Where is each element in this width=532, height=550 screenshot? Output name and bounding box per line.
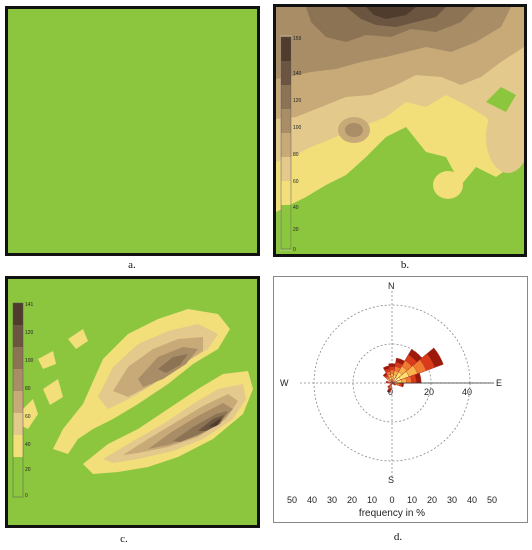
legend-b-tick-140: 140 <box>293 71 302 77</box>
rose-xtick-2: 30 <box>327 495 337 505</box>
panel-c-label: c. <box>120 533 128 545</box>
panel-b-map: 159 140 120 100 80 60 40 20 0 <box>273 4 527 257</box>
panel-a-label: a. <box>128 259 136 271</box>
legend-c-max: 141 <box>25 302 34 308</box>
rose-xtick-4: 10 <box>367 495 377 505</box>
rose-xtick-6: 10 <box>407 495 417 505</box>
legend-b-tick-20: 20 <box>293 227 299 233</box>
radial-tick-0: 0 <box>388 387 393 397</box>
legend-c-tick-100: 100 <box>25 358 34 364</box>
legend-b-max: 159 <box>293 36 302 42</box>
rose-xtick-9: 40 <box>467 495 477 505</box>
rose-xtick-10: 50 <box>487 495 497 505</box>
legend-b-tick-100: 100 <box>293 125 302 131</box>
rose-xtick-7: 20 <box>427 495 437 505</box>
rose-xlabel: frequency in % <box>359 508 425 519</box>
compass-west: W <box>280 378 289 388</box>
rose-sector-220-band-0 <box>390 382 393 385</box>
compass-east: E <box>496 378 502 388</box>
radial-tick-40: 40 <box>462 387 472 397</box>
panel-c-map: 141 120 100 80 60 40 20 0 <box>5 276 260 528</box>
rose-xtick-1: 40 <box>307 495 317 505</box>
legend-c-tick-40: 40 <box>25 442 31 448</box>
panel-d-windrose: N S W E 0 20 40 50 40 30 20 10 0 10 20 30 40 50 fr… <box>273 276 528 523</box>
rose-xtick-8: 30 <box>447 495 457 505</box>
compass-north: N <box>388 281 395 291</box>
radial-tick-20: 20 <box>424 387 434 397</box>
legend-c-tick-60: 60 <box>25 414 31 420</box>
legend-b-tick-0: 0 <box>293 247 296 253</box>
legend-c-tick-0: 0 <box>25 493 28 499</box>
legend-c-tick-120: 120 <box>25 330 34 336</box>
legend-b-tick-40: 40 <box>293 205 299 211</box>
legend-c-tick-80: 80 <box>25 386 31 392</box>
panel-a-map <box>5 6 260 256</box>
rose-xtick-3: 20 <box>347 495 357 505</box>
legend-c-tick-20: 20 <box>25 467 31 473</box>
panel-d-label: d. <box>393 531 403 543</box>
rose-xtick-0: 50 <box>287 495 297 505</box>
legend-b-tick-120: 120 <box>293 98 302 104</box>
rose-xtick-5: 0 <box>389 495 394 505</box>
rose-sector-320-band-0 <box>390 381 393 384</box>
legend-b-tick-80: 80 <box>293 152 299 158</box>
panel-b-label: b. <box>400 259 410 271</box>
compass-south: S <box>388 475 394 485</box>
legend-b-tick-60: 60 <box>293 179 299 185</box>
